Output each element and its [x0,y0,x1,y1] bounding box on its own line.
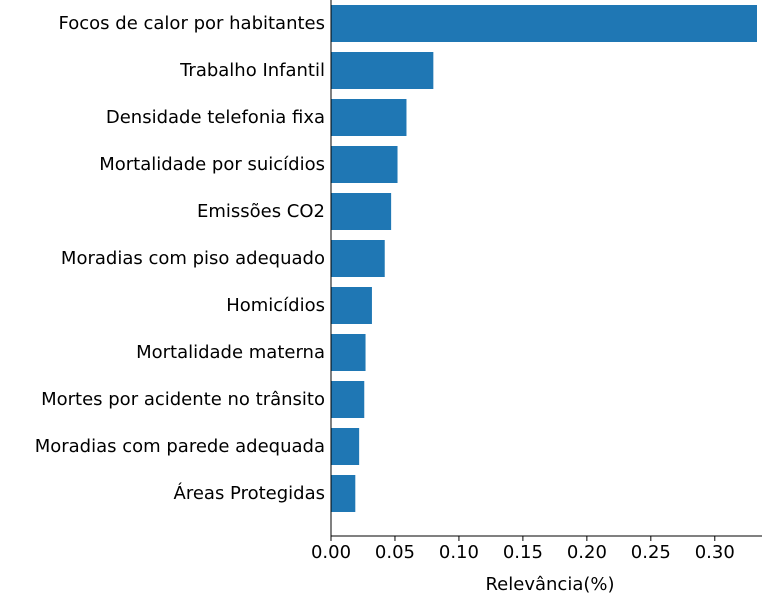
category-label-homicidios: Homicídios [226,295,325,316]
category-label-moradias-com-piso-adequado: Moradias com piso adequado [61,248,325,269]
category-label-moradias-com-parede-adequada: Moradias com parede adequada [35,436,325,457]
x-axis-title: Relevância(%) [485,574,614,595]
x-tick-label: 0.10 [439,542,479,563]
bar-mortalidade-materna [331,334,366,371]
bar-homicidios [331,287,372,324]
bar-emissoes-co2 [331,193,392,230]
bar-densidade-telefonia-fixa [331,99,407,136]
x-tick-label: 0.25 [631,542,671,563]
bar-mortalidade-por-suicidios [331,146,398,183]
bar-focos-de-calor-por-habitantes [331,5,757,42]
category-label-focos-de-calor-por-habitantes: Focos de calor por habitantes [59,13,325,34]
bar-moradias-com-parede-adequada [331,428,360,465]
bar-trabalho-infantil [331,52,434,89]
category-label-mortes-por-acidente-no-transito: Mortes por acidente no trânsito [41,389,325,410]
category-label-trabalho-infantil: Trabalho Infantil [179,60,325,81]
bar-moradias-com-piso-adequado [331,240,385,277]
bars-group [331,5,757,512]
x-tick-label: 0.15 [503,542,543,563]
category-labels: Focos de calor por habitantes Trabalho In… [35,13,325,504]
category-label-mortalidade-por-suicidios: Mortalidade por suicídios [99,154,325,175]
x-tick-label: 0.30 [695,542,735,563]
x-tick-label: 0.05 [375,542,415,563]
category-label-densidade-telefonia-fixa: Densidade telefonia fixa [106,107,325,128]
x-tick-label: 0.20 [567,542,607,563]
category-label-mortalidade-materna: Mortalidade materna [136,342,325,363]
category-label-areas-protegidas: Áreas Protegidas [174,482,325,504]
x-ticks-group: 0.00 0.05 0.10 0.15 0.20 0.25 0.30 [311,536,735,563]
bar-mortes-por-acidente-no-transito [331,381,365,418]
bar-areas-protegidas [331,475,356,512]
category-label-emissoes-co2: Emissões CO2 [197,201,325,222]
x-tick-label: 0.00 [311,542,351,563]
